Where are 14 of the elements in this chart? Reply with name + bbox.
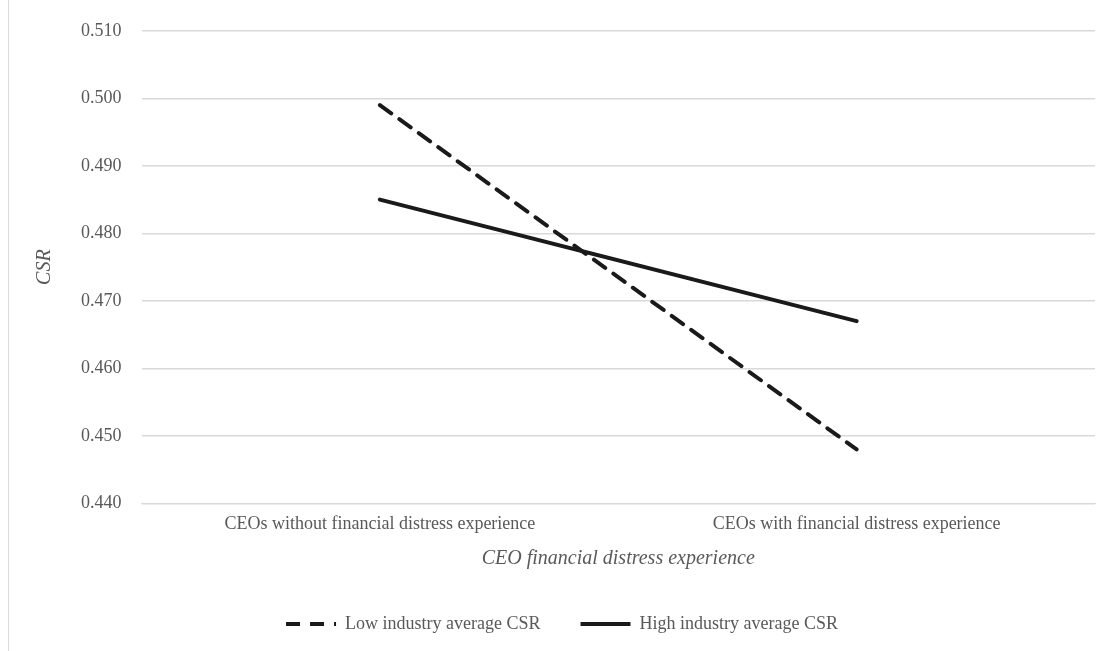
y-tick-label: 0.440 [81,492,122,513]
y-tick-label: 0.480 [81,222,122,243]
y-tick-label: 0.510 [81,19,122,40]
y-tick-label: 0.490 [81,154,122,175]
x-tick-label: CEOs with financial distress experience [712,512,1001,533]
y-tick-label: 0.460 [81,357,122,378]
y-tick-label: 0.500 [81,87,122,108]
x-tick-label: CEOs without financial distress experience [224,512,536,533]
legend-label: High industry average CSR [639,612,838,633]
y-axis-title: CSR [32,249,55,285]
x-axis-title: CEO financial distress experience [481,546,755,570]
legend-label: Low industry average CSR [345,612,541,633]
y-tick-label: 0.450 [81,424,122,445]
y-tick-label: 0.470 [81,289,122,310]
